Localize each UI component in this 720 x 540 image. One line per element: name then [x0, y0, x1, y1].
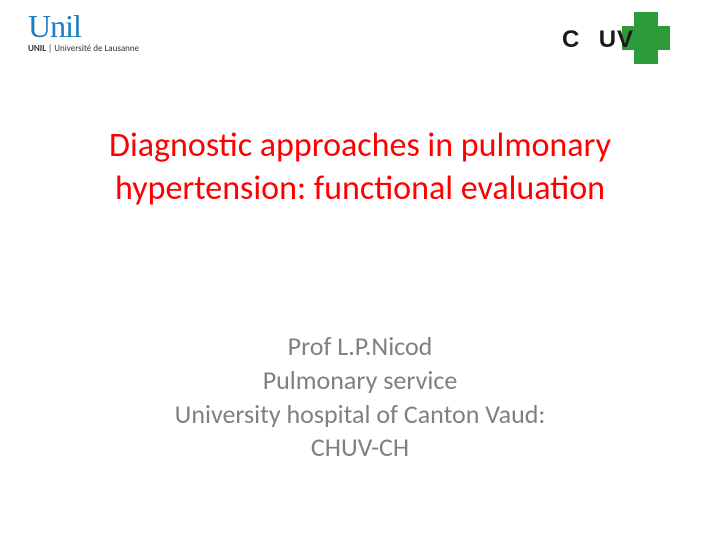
author-block: Prof L.P.Nicod Pulmonary service Univers…	[0, 330, 720, 465]
author-name: Prof L.P.Nicod	[60, 330, 660, 364]
unil-caption-rest: | Université de Lausanne	[46, 43, 139, 54]
unil-caption: UNIL | Université de Lausanne	[28, 43, 139, 54]
title-line-2: hypertension: functional evaluation	[50, 168, 670, 211]
chuv-letters-uv: UV	[599, 26, 634, 53]
slide-title: Diagnostic approaches in pulmonary hyper…	[0, 125, 720, 210]
header-logos: Unil UNIL | Université de Lausanne CHUV	[0, 12, 720, 82]
title-line-1: Diagnostic approaches in pulmonary	[50, 125, 670, 168]
chuv-logo: CHUV	[562, 12, 692, 64]
chuv-cross-vertical	[634, 12, 658, 64]
author-affil-2: CHUV-CH	[60, 431, 660, 465]
author-dept: Pulmonary service	[60, 364, 660, 398]
unil-logo: Unil UNIL | Université de Lausanne	[28, 12, 139, 54]
chuv-text: CHUV	[562, 26, 634, 54]
chuv-letter-h: H	[580, 26, 598, 53]
author-affil-1: University hospital of Canton Vaud:	[60, 398, 660, 432]
chuv-letter-c: C	[562, 26, 580, 53]
unil-caption-bold: UNIL	[28, 43, 46, 54]
unil-script-text: Unil	[28, 12, 81, 41]
